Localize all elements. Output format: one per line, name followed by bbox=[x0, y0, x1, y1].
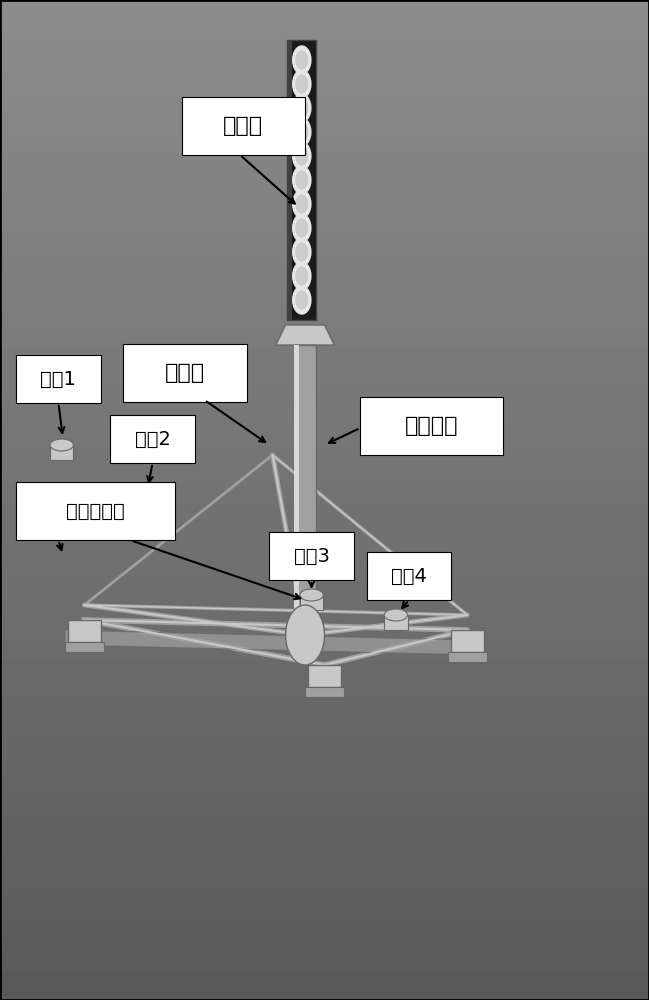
Circle shape bbox=[296, 75, 308, 93]
Circle shape bbox=[296, 243, 308, 261]
Text: 测量基准点: 测量基准点 bbox=[66, 501, 125, 520]
Circle shape bbox=[293, 118, 311, 146]
Polygon shape bbox=[300, 595, 323, 610]
Polygon shape bbox=[287, 40, 292, 320]
Circle shape bbox=[293, 214, 311, 242]
Circle shape bbox=[296, 291, 308, 309]
Polygon shape bbox=[134, 493, 158, 508]
Circle shape bbox=[296, 267, 308, 285]
Ellipse shape bbox=[134, 487, 158, 499]
FancyBboxPatch shape bbox=[360, 397, 503, 455]
Polygon shape bbox=[50, 445, 73, 460]
FancyBboxPatch shape bbox=[367, 552, 451, 600]
Circle shape bbox=[296, 51, 308, 69]
Circle shape bbox=[296, 99, 308, 117]
Polygon shape bbox=[287, 40, 317, 320]
FancyBboxPatch shape bbox=[182, 97, 305, 155]
Polygon shape bbox=[293, 345, 299, 635]
Circle shape bbox=[293, 166, 311, 194]
Circle shape bbox=[296, 219, 308, 237]
FancyBboxPatch shape bbox=[123, 344, 247, 402]
Circle shape bbox=[293, 238, 311, 266]
Circle shape bbox=[293, 142, 311, 170]
FancyBboxPatch shape bbox=[269, 532, 354, 580]
Circle shape bbox=[293, 70, 311, 98]
Circle shape bbox=[293, 190, 311, 218]
Text: 调平机构: 调平机构 bbox=[405, 416, 458, 436]
Polygon shape bbox=[305, 687, 344, 697]
Circle shape bbox=[296, 195, 308, 213]
Circle shape bbox=[296, 123, 308, 141]
FancyBboxPatch shape bbox=[16, 355, 101, 403]
Text: 对中杆: 对中杆 bbox=[165, 363, 205, 383]
Polygon shape bbox=[65, 630, 474, 655]
Text: 点位4: 点位4 bbox=[391, 566, 427, 585]
Circle shape bbox=[293, 94, 311, 122]
Ellipse shape bbox=[300, 589, 323, 601]
Circle shape bbox=[293, 46, 311, 74]
Circle shape bbox=[296, 171, 308, 189]
Polygon shape bbox=[68, 620, 101, 642]
Polygon shape bbox=[276, 325, 334, 345]
Text: 点位2: 点位2 bbox=[134, 430, 171, 448]
Polygon shape bbox=[308, 665, 341, 687]
Circle shape bbox=[296, 147, 308, 165]
Text: 点位1: 点位1 bbox=[40, 369, 77, 388]
Circle shape bbox=[293, 262, 311, 290]
Polygon shape bbox=[451, 630, 484, 652]
Circle shape bbox=[293, 286, 311, 314]
FancyBboxPatch shape bbox=[110, 415, 195, 463]
Circle shape bbox=[286, 605, 324, 665]
Ellipse shape bbox=[384, 609, 408, 621]
Text: 点位3: 点位3 bbox=[293, 546, 330, 566]
Text: 靶标杆: 靶标杆 bbox=[223, 116, 263, 136]
FancyBboxPatch shape bbox=[16, 482, 175, 540]
Ellipse shape bbox=[50, 439, 73, 451]
Polygon shape bbox=[448, 652, 487, 662]
Polygon shape bbox=[65, 642, 104, 652]
Polygon shape bbox=[384, 615, 408, 630]
Polygon shape bbox=[293, 345, 317, 635]
